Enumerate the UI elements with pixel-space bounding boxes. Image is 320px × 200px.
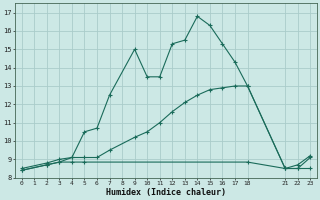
X-axis label: Humidex (Indice chaleur): Humidex (Indice chaleur) (106, 188, 226, 197)
